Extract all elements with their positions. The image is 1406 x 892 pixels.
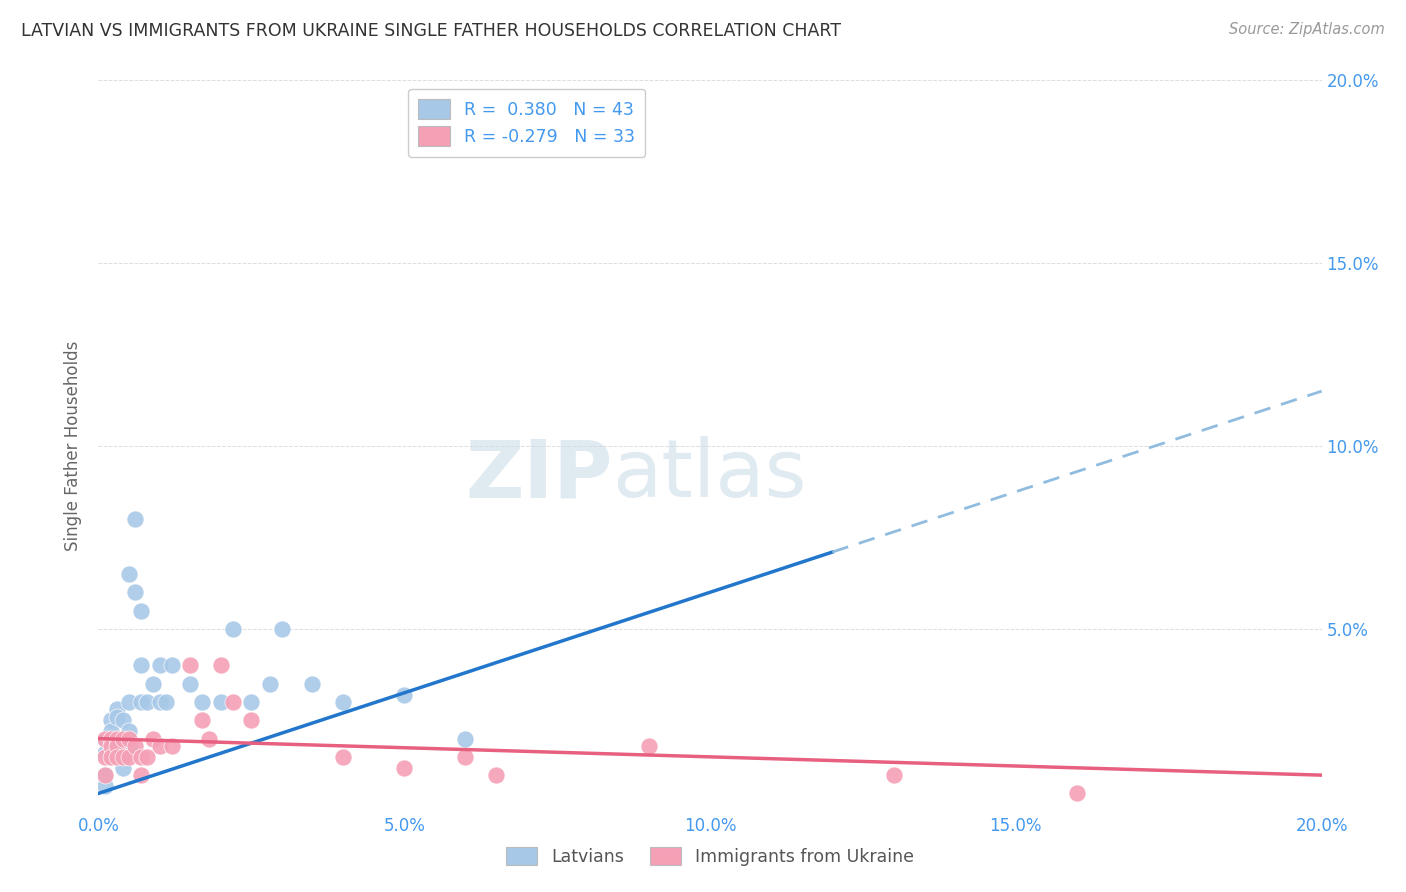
Point bbox=[111, 749, 134, 764]
Point bbox=[392, 688, 416, 702]
Point bbox=[111, 749, 134, 764]
Point bbox=[129, 695, 152, 709]
Point bbox=[100, 749, 122, 764]
Point bbox=[105, 749, 128, 764]
Point bbox=[240, 714, 263, 728]
Point bbox=[270, 622, 292, 636]
Point bbox=[100, 724, 122, 739]
Point bbox=[111, 731, 134, 746]
Point bbox=[93, 731, 115, 746]
Point bbox=[222, 695, 245, 709]
Point bbox=[100, 739, 122, 753]
Point bbox=[259, 676, 281, 690]
Point bbox=[142, 731, 165, 746]
Y-axis label: Single Father Households: Single Father Households bbox=[65, 341, 83, 551]
Point bbox=[485, 768, 508, 782]
Point bbox=[136, 749, 159, 764]
Point bbox=[100, 731, 122, 746]
Point bbox=[191, 714, 214, 728]
Point bbox=[209, 695, 232, 709]
Point bbox=[118, 567, 141, 582]
Point bbox=[883, 768, 905, 782]
Point bbox=[100, 714, 122, 728]
Point bbox=[118, 731, 141, 746]
Point bbox=[124, 739, 146, 753]
Point bbox=[454, 749, 477, 764]
Point bbox=[129, 603, 152, 617]
Point bbox=[100, 739, 122, 753]
Point bbox=[105, 731, 128, 746]
Point bbox=[93, 768, 115, 782]
Point bbox=[191, 695, 214, 709]
Point bbox=[105, 702, 128, 716]
Point bbox=[149, 739, 172, 753]
Point bbox=[160, 739, 183, 753]
Point bbox=[93, 768, 115, 782]
Point bbox=[155, 695, 177, 709]
Text: ZIP: ZIP bbox=[465, 436, 612, 515]
Point bbox=[118, 724, 141, 739]
Text: atlas: atlas bbox=[612, 436, 807, 515]
Point bbox=[136, 695, 159, 709]
Point bbox=[105, 739, 128, 753]
Point bbox=[637, 739, 661, 753]
Point bbox=[111, 731, 134, 746]
Point bbox=[118, 749, 141, 764]
Point bbox=[149, 658, 172, 673]
Point bbox=[105, 739, 128, 753]
Point bbox=[179, 658, 201, 673]
Point bbox=[93, 749, 115, 764]
Point bbox=[111, 714, 134, 728]
Point bbox=[118, 739, 141, 753]
Point bbox=[129, 658, 152, 673]
Point bbox=[105, 749, 128, 764]
Point bbox=[454, 731, 477, 746]
Point bbox=[160, 658, 183, 673]
Point bbox=[118, 695, 141, 709]
Legend: Latvians, Immigrants from Ukraine: Latvians, Immigrants from Ukraine bbox=[499, 840, 921, 872]
Point bbox=[149, 695, 172, 709]
Point bbox=[179, 676, 201, 690]
Point bbox=[105, 709, 128, 723]
Point bbox=[93, 746, 115, 760]
Point bbox=[222, 622, 245, 636]
Point bbox=[197, 731, 219, 746]
Point bbox=[129, 768, 152, 782]
Point bbox=[100, 749, 122, 764]
Point bbox=[111, 761, 134, 775]
Point bbox=[1066, 787, 1088, 801]
Point bbox=[301, 676, 323, 690]
Point bbox=[142, 676, 165, 690]
Point bbox=[332, 749, 354, 764]
Point bbox=[105, 731, 128, 746]
Point bbox=[392, 761, 416, 775]
Point bbox=[93, 731, 115, 746]
Point bbox=[129, 749, 152, 764]
Point bbox=[124, 512, 146, 526]
Point bbox=[93, 779, 115, 793]
Point bbox=[240, 695, 263, 709]
Text: LATVIAN VS IMMIGRANTS FROM UKRAINE SINGLE FATHER HOUSEHOLDS CORRELATION CHART: LATVIAN VS IMMIGRANTS FROM UKRAINE SINGL… bbox=[21, 22, 841, 40]
Point bbox=[209, 658, 232, 673]
Text: Source: ZipAtlas.com: Source: ZipAtlas.com bbox=[1229, 22, 1385, 37]
Point bbox=[332, 695, 354, 709]
Point bbox=[124, 585, 146, 599]
